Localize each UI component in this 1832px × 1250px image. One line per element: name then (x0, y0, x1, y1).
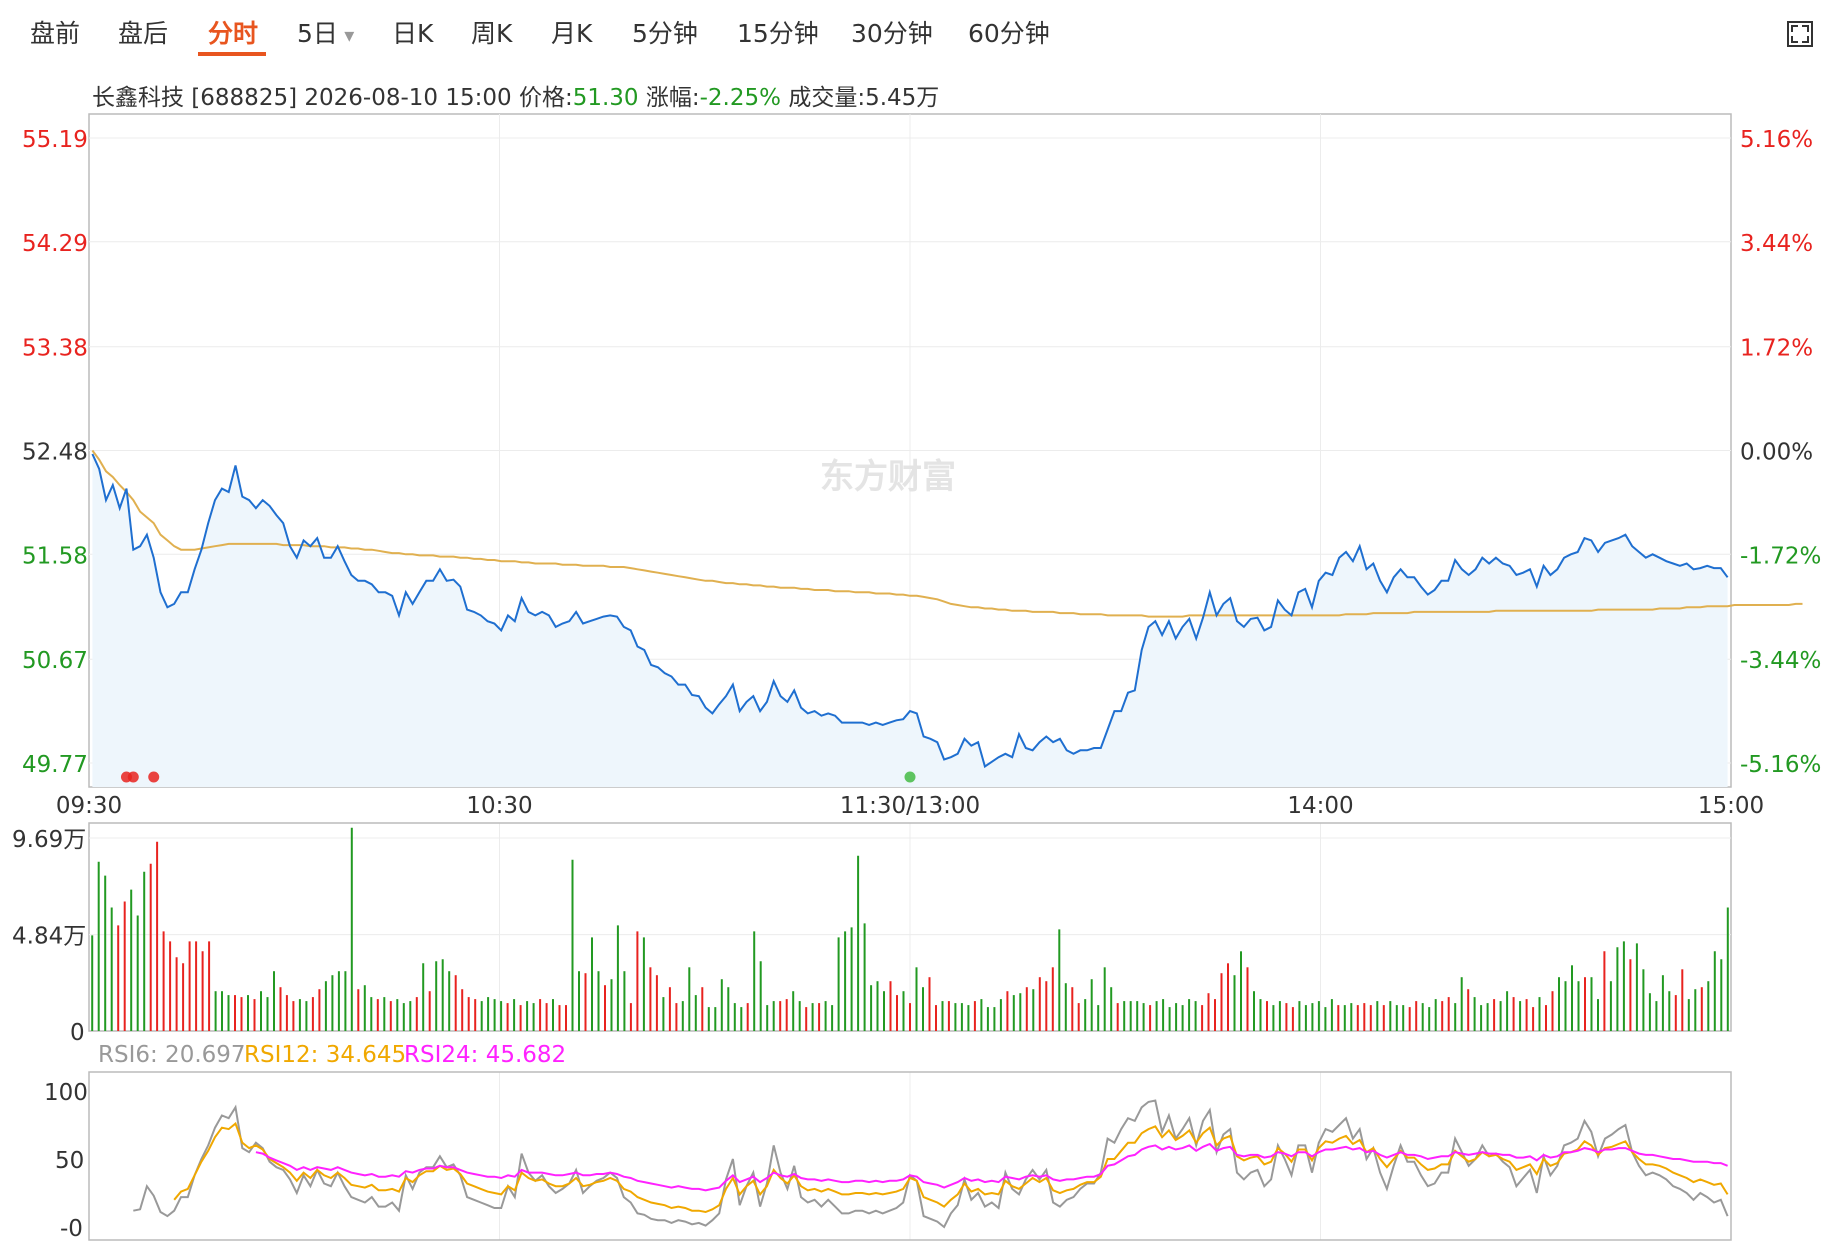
time-axis-label: 10:30 (466, 793, 532, 819)
trade-marker-dot (904, 771, 916, 783)
percent-axis-label-right: -3.44% (1740, 648, 1821, 674)
trade-marker-dot (127, 771, 139, 783)
tab-label: 60分钟 (968, 19, 1050, 48)
price-axis-label-left: 52.48 (22, 440, 88, 466)
rsi-axis-label: 100 (44, 1080, 88, 1106)
info-datetime: 2026-08-10 15:00 (304, 85, 512, 111)
rsi-legend-3: RSI24: 45.682 (404, 1042, 566, 1068)
tab-8[interactable]: 5分钟 (632, 14, 698, 50)
rsi-legend-2: RSI12: 34.645 (244, 1042, 406, 1068)
price-axis-label-left: 54.29 (22, 231, 88, 257)
rsi-line-rsi24 (255, 1142, 1728, 1192)
percent-axis-label-right: 0.00% (1740, 440, 1813, 466)
time-axis-label: 11:30/13:00 (840, 793, 980, 819)
percent-axis-label-right: -5.16% (1740, 752, 1821, 778)
volume-value: 5.45万 (865, 85, 940, 111)
volume-label: 成交量: (788, 85, 866, 111)
price-label: 价格: (518, 85, 573, 111)
tab-label: 日K (392, 19, 434, 48)
fullscreen-icon (1787, 21, 1813, 47)
time-axis-label: 14:00 (1287, 793, 1353, 819)
stock-name: 长鑫科技 [688825] (92, 85, 298, 111)
tab-11[interactable]: 60分钟 (968, 14, 1050, 50)
tab-label: 分时 (208, 19, 259, 48)
rsi-axis-label: -0 (60, 1216, 83, 1242)
percent-axis-label-right: -1.72% (1740, 543, 1821, 569)
fullscreen-button[interactable] (1786, 20, 1814, 48)
trade-marker-dot (148, 771, 160, 783)
tab-7[interactable]: 月K (551, 14, 592, 50)
change-label: 涨幅: (645, 85, 700, 111)
volume-axis-label: 9.69万 (12, 827, 86, 853)
volume-axis-label: 4.84万 (12, 924, 86, 950)
tab-label: 月K (551, 19, 593, 48)
percent-axis-label-right: 5.16% (1740, 127, 1813, 153)
eastmoney-watermark: 东方财富 (820, 457, 956, 497)
tab-1[interactable]: 盘前 (30, 14, 80, 50)
tab-4[interactable]: 5日 ▾ (297, 14, 354, 50)
price-axis-label-left: 55.19 (22, 127, 88, 153)
tab-5[interactable]: 日K (392, 14, 433, 50)
tab-label: 周K (471, 19, 513, 48)
rsi-line-rsi12 (173, 1121, 1729, 1214)
tab-label: 15分钟 (737, 19, 819, 48)
rsi-line-rsi6 (133, 1099, 1729, 1229)
price-axis-label-left: 49.77 (22, 752, 88, 778)
price-line (91, 453, 1729, 769)
change-value: -2.25% (699, 85, 781, 111)
tab-label: 盘后 (118, 19, 169, 48)
tab-6[interactable]: 周K (471, 14, 512, 50)
tab-3[interactable]: 分时 (208, 14, 258, 50)
price-axis-label-left: 51.58 (22, 543, 88, 569)
stock-info-line: 长鑫科技 [688825] 2026-08-10 15:00 价格:51.30 … (92, 78, 939, 112)
volume-axis-label: 0 (70, 1020, 85, 1046)
active-tab-underline (198, 52, 266, 56)
period-tabs: 盘前 盘后 分时 5日 ▾ 日K 周K 月K 5分钟 15分钟 30分钟 60分钟 (0, 0, 1832, 62)
percent-axis-label-right: 3.44% (1740, 231, 1813, 257)
average-price-line (91, 449, 1803, 618)
caret-down-icon[interactable]: ▾ (337, 23, 355, 47)
tab-2[interactable]: 盘后 (118, 14, 168, 50)
time-axis-label: 15:00 (1698, 793, 1764, 819)
price-axis-label-left: 53.38 (22, 336, 88, 362)
price-value: 51.30 (572, 85, 639, 111)
tab-label: 5分钟 (632, 19, 698, 48)
percent-axis-label-right: 1.72% (1740, 336, 1813, 362)
tab-label: 盘前 (30, 19, 81, 48)
price-area-fill (92, 454, 1728, 787)
tab-10[interactable]: 30分钟 (851, 14, 933, 50)
rsi-panel-frame (88, 1071, 1732, 1241)
tab-label: 30分钟 (851, 19, 933, 48)
tab-label: 5日 (297, 19, 338, 48)
rsi-axis-label: 50 (55, 1148, 84, 1174)
price-axis-label-left: 50.67 (22, 648, 88, 674)
time-axis-label: 09:30 (56, 793, 122, 819)
tab-9[interactable]: 15分钟 (737, 14, 819, 50)
rsi-legend-1: RSI6: 20.697 (98, 1042, 246, 1068)
